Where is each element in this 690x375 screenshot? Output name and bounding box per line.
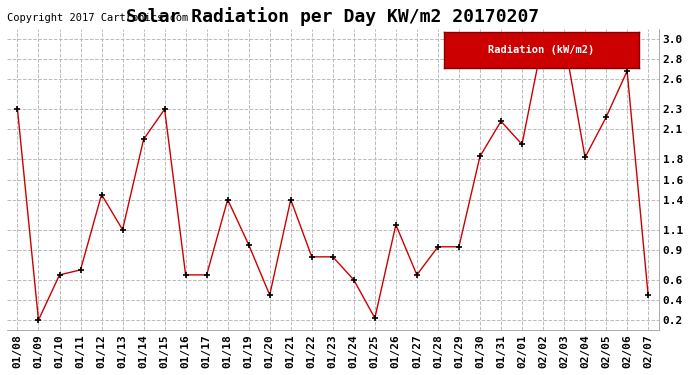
Text: Copyright 2017 Cartronics.com: Copyright 2017 Cartronics.com <box>7 13 188 23</box>
Title: Solar Radiation per Day KW/m2 20170207: Solar Radiation per Day KW/m2 20170207 <box>126 7 540 26</box>
